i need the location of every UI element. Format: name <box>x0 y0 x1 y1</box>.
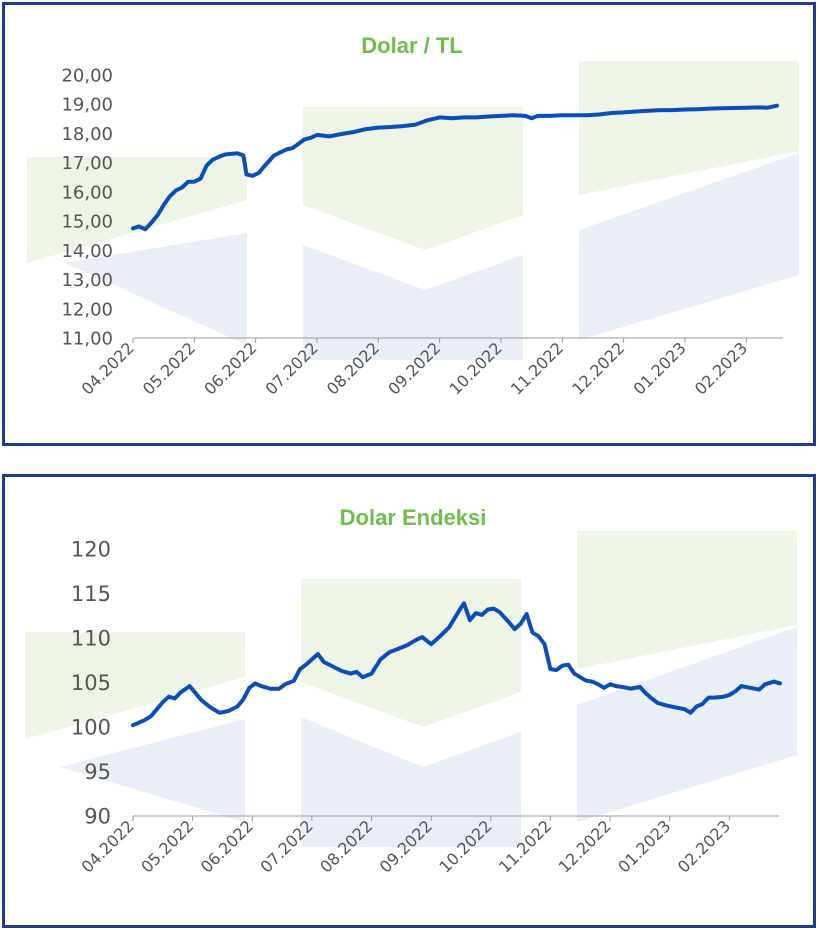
x-tick-label: 01.2023 <box>614 816 674 876</box>
watermark-logo <box>25 531 797 847</box>
x-tick-label: 07.2022 <box>262 338 322 398</box>
x-tick-label: 02.2023 <box>674 816 734 876</box>
x-tick-label: 02.2023 <box>691 338 751 398</box>
series-line <box>131 601 782 728</box>
dollar-index-chart-panel: Dolar Endeksi 90 95 100 105 110 115 120 04.2022… <box>2 474 816 928</box>
y-tick-label: 110 <box>71 627 111 651</box>
usd-try-chart: Dolar / TL 11,00 12,00 13,00 14,00 15,00 16,0… <box>27 33 799 399</box>
x-tick-label: 12.2022 <box>555 816 615 876</box>
chart-title: Dolar Endeksi <box>340 505 487 530</box>
y-tick-label: 18,00 <box>61 124 113 145</box>
y-tick-label: 15,00 <box>61 212 113 233</box>
series-line <box>131 103 779 232</box>
y-tick-label: 16,00 <box>61 182 113 203</box>
y-tick-label: 100 <box>71 716 111 740</box>
y-tick-label: 90 <box>84 805 111 829</box>
y-tick-label: 12,00 <box>61 299 113 320</box>
x-tick-label: 05.2022 <box>139 338 199 398</box>
x-tick-label: 06.2022 <box>197 816 257 876</box>
watermark-logo <box>27 61 799 360</box>
y-tick-label: 14,00 <box>61 241 113 262</box>
y-tick-label: 13,00 <box>61 270 113 291</box>
x-tick-label: 05.2022 <box>137 816 197 876</box>
y-tick-label: 105 <box>71 671 111 695</box>
chart-title: Dolar / TL <box>361 33 462 58</box>
y-tick-label: 115 <box>71 582 111 606</box>
y-tick-label: 120 <box>71 538 111 562</box>
x-tick-label: 12.2022 <box>568 338 628 398</box>
y-tick-label: 11,00 <box>61 328 113 349</box>
x-tick-label: 01.2023 <box>630 338 690 398</box>
y-tick-label: 17,00 <box>61 153 113 174</box>
usd-try-chart-panel: Dolar / TL 11,00 12,00 13,00 14,00 15,00 16,0… <box>2 2 816 446</box>
y-tick-label: 95 <box>84 760 111 784</box>
x-tick-label: 06.2022 <box>200 338 260 398</box>
dollar-index-chart: Dolar Endeksi 909510010511011512004.2022… <box>25 505 797 877</box>
y-tick-label: 20,00 <box>61 65 113 86</box>
y-tick-label: 19,00 <box>61 95 113 116</box>
